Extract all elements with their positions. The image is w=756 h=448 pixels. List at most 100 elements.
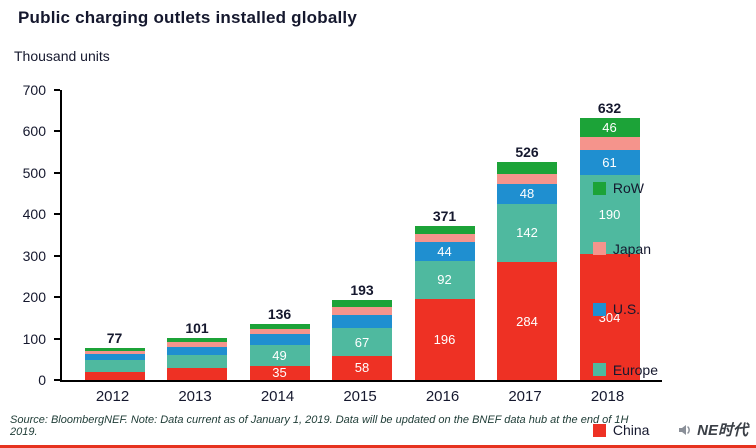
y-tick-label-300: 300	[22, 247, 46, 264]
segment-us-2015	[332, 314, 392, 329]
legend-label-japan: Japan	[612, 240, 651, 257]
bar-total-label-2016: 371	[432, 208, 457, 225]
segment-row-2013	[167, 338, 227, 342]
bar-stack-2015: 67 58	[332, 300, 392, 380]
bar-stack-2018: 46 61 190 304	[579, 118, 640, 380]
y-axis: 0 100 200 300 400 500 600 700	[10, 82, 60, 388]
segment-japan-2016	[414, 233, 475, 243]
x-axis-label-2013: 2013	[178, 388, 212, 405]
bar-total-label-2015: 193	[350, 282, 374, 299]
bar-total-label-2013: 101	[185, 320, 209, 337]
legend-label-china: China	[612, 422, 650, 438]
y-tick-mark-400	[54, 213, 60, 216]
segment-japan-2012	[84, 350, 145, 355]
segment-row-2017	[497, 162, 557, 174]
segment-china-2012	[84, 371, 145, 380]
segment-row-2014	[249, 323, 310, 329]
y-tick-mark-0	[54, 379, 60, 381]
bar-stack-2013	[167, 338, 227, 380]
segment-us-2018: 61	[579, 150, 640, 176]
bar-stack-2016: 44 92 196	[414, 226, 475, 380]
bar-2016: 371 44 92 196	[414, 208, 475, 380]
ne-era-logo-text: NE时代	[697, 422, 748, 439]
y-tick-mark-600	[54, 130, 60, 133]
legend-item-row: RoW	[592, 180, 658, 196]
segment-row-2018: 46	[579, 118, 640, 138]
y-tick-mark-700	[54, 89, 60, 91]
y-tick-mark-500	[54, 171, 60, 174]
segment-japan-2017	[497, 173, 557, 184]
bar-2013: 101	[167, 321, 227, 380]
segment-row-2015	[332, 300, 392, 307]
segment-us-2012	[84, 354, 145, 361]
bar-2017: 526 48 142 284	[497, 145, 557, 380]
segment-china-2013	[167, 367, 227, 380]
bar-2012: 77	[84, 330, 145, 380]
y-tick-label-600: 600	[22, 123, 46, 140]
segment-china-2014: 35	[249, 365, 310, 380]
x-axis: 2012 2013 2014 2015 2016 2017 2018	[60, 388, 660, 405]
stacked-bar-chart: 0 100 200 300 400 500 600 700 77 101 136 49 35 193 67…	[10, 80, 662, 438]
segment-row-2012	[84, 348, 145, 351]
segment-china-2016: 196	[414, 298, 475, 380]
legend-item-japan: Japan	[592, 240, 658, 257]
segment-europe-2018: 190	[579, 175, 640, 255]
bar-stack-2012	[84, 348, 145, 380]
bar-2018: 632 46 61 190 304	[579, 100, 640, 380]
segment-japan-2014	[249, 328, 310, 335]
segment-us-2013	[167, 346, 227, 355]
legend-swatch-us	[592, 302, 606, 316]
bar-2015: 193 67 58	[332, 283, 392, 380]
ne-era-logo: NE时代	[677, 419, 748, 440]
x-axis-label-2015: 2015	[343, 388, 377, 405]
y-tick-label-400: 400	[22, 206, 46, 223]
bar-total-label-2012: 77	[106, 330, 123, 347]
legend-item-us: U.S.	[592, 301, 658, 317]
x-axis-label-2012: 2012	[95, 388, 130, 405]
y-tick-label-100: 100	[22, 330, 46, 347]
plot-area: 77 101 136 49 35 193 67 58 371 44 92 196 526 48 142 284…	[60, 90, 662, 382]
legend-label-europe: Europe	[612, 361, 658, 378]
legend-swatch-china	[592, 423, 606, 437]
legend-item-china: China	[592, 422, 658, 438]
segment-us-2016: 44	[414, 242, 475, 261]
y-tick-label-500: 500	[22, 164, 46, 181]
legend-swatch-japan	[592, 242, 606, 255]
segment-europe-2012	[84, 360, 145, 372]
segment-china-2017: 284	[497, 262, 557, 380]
x-axis-label-2018: 2018	[590, 388, 625, 405]
segment-europe-2013	[167, 354, 227, 368]
y-tick-mark-300	[54, 254, 60, 257]
y-tick-mark-100	[54, 337, 60, 340]
segment-japan-2018	[579, 137, 640, 151]
chart-title: Public charging outlets installed global…	[18, 8, 358, 27]
bar-total-label-2017: 526	[515, 144, 539, 161]
y-tick-mark-200	[54, 296, 60, 299]
x-axis-label-2016: 2016	[425, 388, 460, 405]
segment-europe-2016: 92	[414, 260, 475, 299]
segment-europe-2017: 142	[497, 203, 557, 263]
legend-label-us: U.S.	[612, 301, 641, 317]
segment-row-2016	[414, 226, 475, 234]
y-axis-units-label: Thousand units	[14, 48, 110, 64]
megaphone-icon	[677, 422, 693, 438]
legend-swatch-row	[592, 181, 606, 195]
source-note: Source: BloombergNEF. Note: Data current…	[10, 414, 629, 438]
y-tick-label-0: 0	[38, 372, 46, 388]
footer-rule	[0, 445, 756, 448]
legend-swatch-europe	[592, 363, 606, 376]
bar-stack-2017: 48 142 284	[497, 162, 557, 380]
bar-total-label-2014: 136	[267, 305, 292, 322]
segment-china-2015: 58	[332, 355, 392, 380]
bars-container: 77 101 136 49 35 193 67 58 371 44 92 196 526 48 142 284…	[62, 90, 662, 380]
y-tick-label-700: 700	[22, 82, 46, 98]
segment-us-2017: 48	[497, 183, 557, 204]
x-axis-label-2014: 2014	[260, 388, 295, 405]
segment-europe-2014: 49	[249, 345, 310, 366]
bar-stack-2014: 49 35	[249, 323, 310, 380]
chart-legend: RoW Japan U.S. Europe China	[592, 180, 658, 438]
segment-europe-2015: 67	[332, 328, 392, 356]
bar-total-label-2018: 632	[597, 100, 622, 117]
segment-japan-2015	[332, 306, 392, 315]
segment-us-2014	[249, 334, 310, 346]
